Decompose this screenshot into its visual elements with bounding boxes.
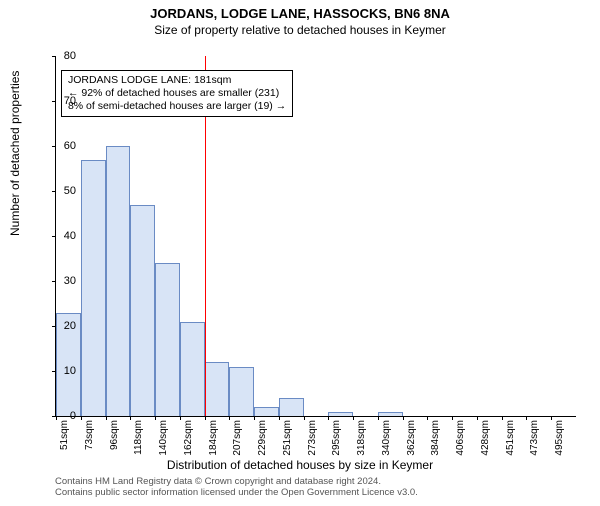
x-tick-mark <box>328 416 329 420</box>
x-tick-mark <box>403 416 404 420</box>
histogram-bar <box>106 146 131 416</box>
x-tick-label: 140sqm <box>158 420 169 456</box>
footer-line-1: Contains HM Land Registry data © Crown c… <box>55 476 418 487</box>
x-tick-label: 51sqm <box>59 420 70 450</box>
y-axis-label: Number of detached properties <box>8 71 22 236</box>
y-tick-mark <box>52 56 56 57</box>
plot-region: 51sqm73sqm96sqm118sqm140sqm162sqm184sqm2… <box>55 56 576 417</box>
x-tick-mark <box>452 416 453 420</box>
histogram-bar <box>378 412 403 417</box>
x-tick-label: 184sqm <box>208 420 219 456</box>
x-tick-label: 473sqm <box>529 420 540 456</box>
x-tick-mark <box>551 416 552 420</box>
x-tick-label: 318sqm <box>356 420 367 456</box>
y-tick-label: 80 <box>64 50 76 62</box>
chart-title: JORDANS, LODGE LANE, HASSOCKS, BN6 8NA <box>0 6 600 21</box>
x-tick-mark <box>427 416 428 420</box>
histogram-bar <box>328 412 353 417</box>
annotation-box: JORDANS LODGE LANE: 181sqm← 92% of detac… <box>61 70 293 117</box>
y-tick-mark <box>52 146 56 147</box>
y-tick-label: 20 <box>64 320 76 332</box>
x-tick-mark <box>229 416 230 420</box>
y-tick-label: 40 <box>64 230 76 242</box>
x-tick-mark <box>526 416 527 420</box>
x-tick-mark <box>180 416 181 420</box>
x-tick-label: 73sqm <box>84 420 95 450</box>
x-tick-label: 273sqm <box>307 420 318 456</box>
y-tick-label: 30 <box>64 275 76 287</box>
x-tick-label: 251sqm <box>282 420 293 456</box>
x-tick-label: 96sqm <box>109 420 120 450</box>
x-tick-mark <box>502 416 503 420</box>
x-tick-label: 406sqm <box>455 420 466 456</box>
x-tick-label: 295sqm <box>331 420 342 456</box>
chart-area: 51sqm73sqm96sqm118sqm140sqm162sqm184sqm2… <box>55 56 575 416</box>
x-tick-label: 428sqm <box>480 420 491 456</box>
y-tick-mark <box>52 101 56 102</box>
x-tick-label: 495sqm <box>554 420 565 456</box>
histogram-bar <box>254 407 279 416</box>
x-tick-label: 384sqm <box>430 420 441 456</box>
x-tick-label: 340sqm <box>381 420 392 456</box>
x-tick-label: 118sqm <box>133 420 144 455</box>
annotation-line: JORDANS LODGE LANE: 181sqm <box>68 74 286 87</box>
y-tick-mark <box>52 281 56 282</box>
x-tick-mark <box>56 416 57 420</box>
chart-subtitle: Size of property relative to detached ho… <box>0 23 600 37</box>
histogram-bar <box>155 263 180 416</box>
histogram-bar <box>81 160 106 417</box>
y-tick-label: 60 <box>64 140 76 152</box>
histogram-bar <box>229 367 254 417</box>
annotation-line: ← 92% of detached houses are smaller (23… <box>68 87 286 100</box>
x-tick-mark <box>304 416 305 420</box>
footer-line-2: Contains public sector information licen… <box>55 487 418 498</box>
y-tick-label: 0 <box>70 410 76 422</box>
x-tick-mark <box>378 416 379 420</box>
x-tick-label: 162sqm <box>183 420 194 456</box>
chart-footer: Contains HM Land Registry data © Crown c… <box>55 476 418 499</box>
y-tick-label: 10 <box>64 365 76 377</box>
histogram-bar <box>130 205 155 417</box>
x-tick-label: 362sqm <box>406 420 417 456</box>
x-tick-mark <box>353 416 354 420</box>
annotation-line: 8% of semi-detached houses are larger (1… <box>68 100 286 113</box>
x-tick-mark <box>106 416 107 420</box>
x-tick-mark <box>254 416 255 420</box>
y-tick-label: 70 <box>64 95 76 107</box>
x-tick-mark <box>130 416 131 420</box>
x-tick-label: 451sqm <box>505 420 516 456</box>
x-tick-mark <box>279 416 280 420</box>
x-tick-label: 207sqm <box>232 420 243 456</box>
x-tick-mark <box>81 416 82 420</box>
histogram-bar <box>205 362 230 416</box>
y-tick-mark <box>52 236 56 237</box>
y-tick-mark <box>52 191 56 192</box>
x-tick-mark <box>477 416 478 420</box>
histogram-bar <box>279 398 304 416</box>
x-tick-mark <box>155 416 156 420</box>
x-tick-mark <box>205 416 206 420</box>
y-tick-label: 50 <box>64 185 76 197</box>
histogram-bar <box>180 322 205 417</box>
x-axis-label: Distribution of detached houses by size … <box>0 458 600 472</box>
x-tick-label: 229sqm <box>257 420 268 456</box>
